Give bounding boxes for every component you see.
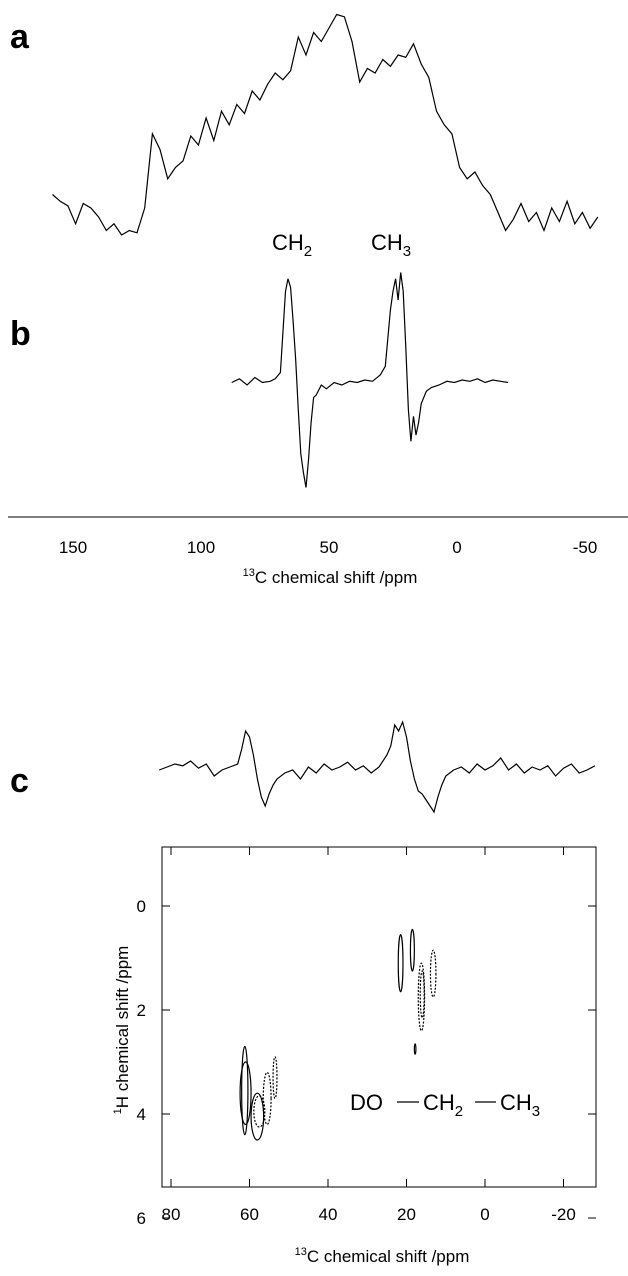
ch2-label: CH2 [272,230,312,260]
molecule-ch3: CH3 [500,1090,540,1120]
y-axis-label-c: 1H chemical shift /ppm [112,946,132,1115]
contour-peak [429,949,437,998]
contour-peak [417,962,426,1032]
x-tick-label-b: 100 [187,538,215,557]
x-axis-label-b: 13C chemical shift /ppm [243,567,418,587]
y-tick-label-c: 4 [137,1105,146,1124]
contour-peak [253,1095,266,1128]
contour-peak [241,1045,249,1136]
y-tick-label-c: 6 [137,1209,146,1228]
x-tick-label-b: -50 [573,538,598,557]
hetcor-plot-frame [161,846,597,1188]
x-tick-label-c: 20 [397,1205,416,1224]
spectrum-b-line [231,272,509,488]
x-tick-label-c: 60 [240,1205,259,1224]
x-tick-label-b: 50 [320,538,339,557]
spectrum-a-line [52,13,599,236]
x-tick-label-b: 150 [59,538,87,557]
molecule-formula: DO [350,1090,383,1115]
contour-peak [262,1071,272,1126]
x-tick-label-b: 0 [452,538,461,557]
x-tick-label-c: -20 [551,1205,576,1224]
contour-peak [272,1056,278,1099]
y-tick-label-c: 2 [137,1001,146,1020]
x-tick-label-c: 40 [319,1205,338,1224]
ch3-label: CH3 [371,230,411,260]
x-tick-label-c: 80 [162,1205,181,1224]
molecule-ch2: CH2 [423,1090,463,1120]
contour-peak [239,1061,252,1126]
contour-peak [419,970,425,1019]
hetcor-contours [239,928,437,1141]
contour-peak [397,934,404,993]
contour-peak [250,1092,265,1141]
spectrum-c-projection [158,720,596,814]
panel-label-a: a [10,18,30,56]
hetcor-ticks: 80 60 40 20 0 -20 0 2 4 6 [137,847,596,1228]
spectrum-b [231,272,509,488]
spectrum-a [52,13,599,236]
contour-peak [413,1043,417,1055]
x-tick-label-c: 0 [480,1205,489,1224]
spectrum-c-line [158,720,596,814]
panel-label-b: b [10,315,31,353]
y-tick-label-c: 0 [137,897,146,916]
x-axis-label-c: 13C chemical shift /ppm [295,1246,470,1266]
x-ticks-b: 150 100 50 0 -50 [59,538,597,557]
contour-peak [409,928,415,972]
panel-label-c: c [10,762,29,800]
